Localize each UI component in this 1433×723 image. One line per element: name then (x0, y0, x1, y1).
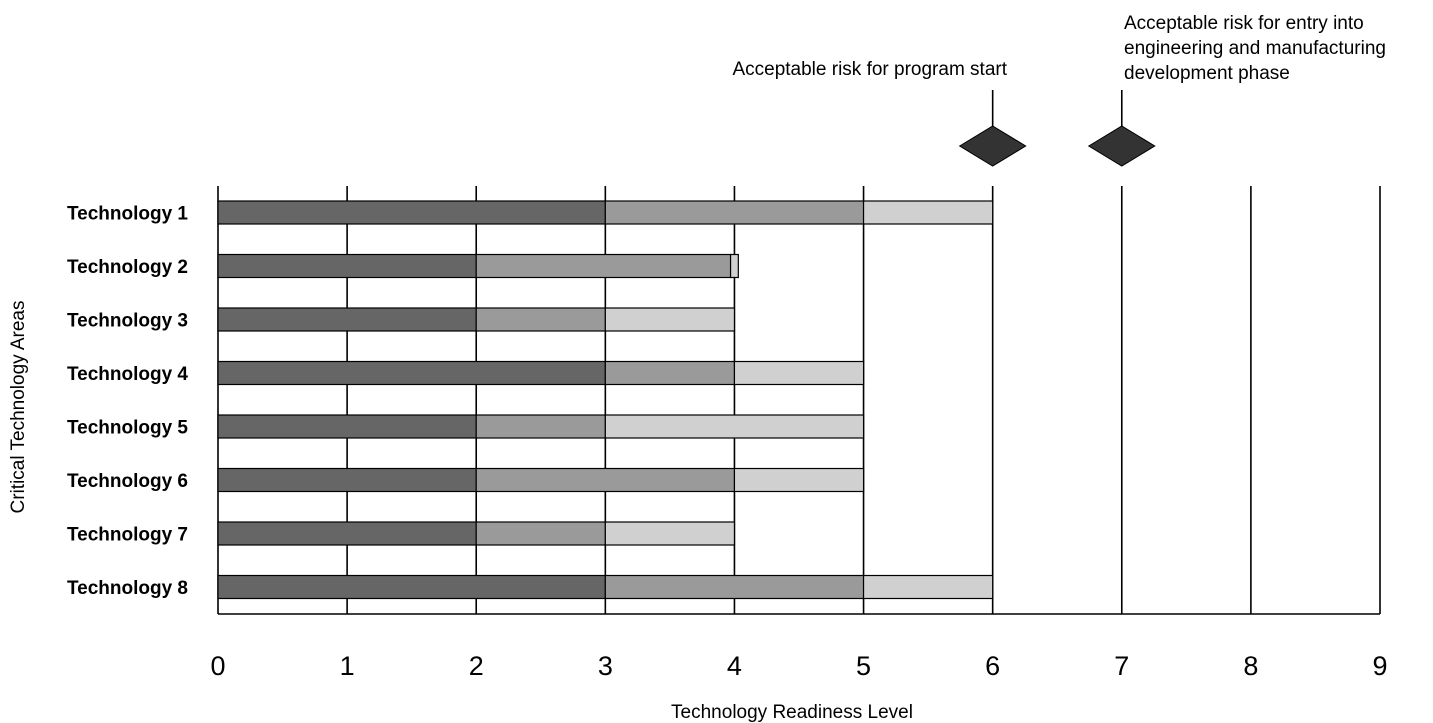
bar-segment (217, 360, 606, 386)
x-tick-label: 9 (1372, 651, 1387, 681)
bar-segment (604, 414, 865, 439)
x-tick-label: 2 (469, 651, 484, 681)
bar-segment (604, 521, 736, 546)
annotation-text: Acceptable risk for program start (732, 59, 1007, 80)
category-label: Technology 4 (67, 364, 188, 385)
milestone-diamond (1087, 125, 1156, 167)
annotation-layer: Acceptable risk for program start Accepta… (732, 13, 1386, 167)
bar-segment (604, 574, 865, 600)
x-tick-label: 3 (598, 651, 613, 681)
bar-segment (733, 360, 865, 386)
bar-segment (217, 307, 477, 332)
x-tick-label: 1 (340, 651, 355, 681)
bar-segment (217, 253, 477, 279)
x-tick-label: 0 (210, 651, 225, 681)
category-label: Technology 2 (67, 257, 188, 278)
x-tick-label: 8 (1243, 651, 1258, 681)
milestone-diamond (958, 125, 1027, 167)
x-tick-label: 5 (856, 651, 871, 681)
category-label: Technology 3 (67, 311, 188, 332)
grid-layer (217, 186, 1381, 615)
bar-segment (862, 200, 994, 225)
category-label: Technology 7 (67, 525, 188, 546)
bar-segment (604, 200, 865, 225)
bar-segment (475, 307, 606, 332)
x-axis-title: Technology Readiness Level (671, 702, 913, 723)
bar-segment (862, 574, 994, 600)
labels-layer: 0 1 2 3 4 5 6 7 8 9 Technology 1 Technology 2 Techno… (67, 204, 1388, 682)
bar-segment (475, 253, 732, 279)
category-label: Technology 1 (67, 204, 188, 225)
bar-segment (217, 467, 477, 493)
bar-segment (604, 307, 736, 332)
x-tick-label: 7 (1114, 651, 1129, 681)
bar-segment (604, 360, 736, 386)
bar-segment (475, 467, 736, 493)
category-label: Technology 8 (67, 578, 188, 599)
bar-segment (217, 521, 477, 546)
bar-segment (475, 521, 606, 546)
y-axis-title: Critical Technology Areas (8, 301, 29, 514)
bar-segment (217, 200, 606, 225)
bar-segment (475, 414, 606, 439)
category-label: Technology 6 (67, 471, 188, 492)
x-tick-label: 6 (985, 651, 1000, 681)
category-label: Technology 5 (67, 418, 188, 439)
bars-layer (217, 200, 994, 600)
bar-segment (733, 467, 865, 493)
x-tick-label: 4 (727, 651, 742, 681)
bar-segment (729, 253, 739, 279)
bar-segment (217, 414, 477, 439)
annotation-text: Acceptable risk for entry into engineerin… (1124, 13, 1386, 84)
bar-segment (217, 574, 606, 600)
